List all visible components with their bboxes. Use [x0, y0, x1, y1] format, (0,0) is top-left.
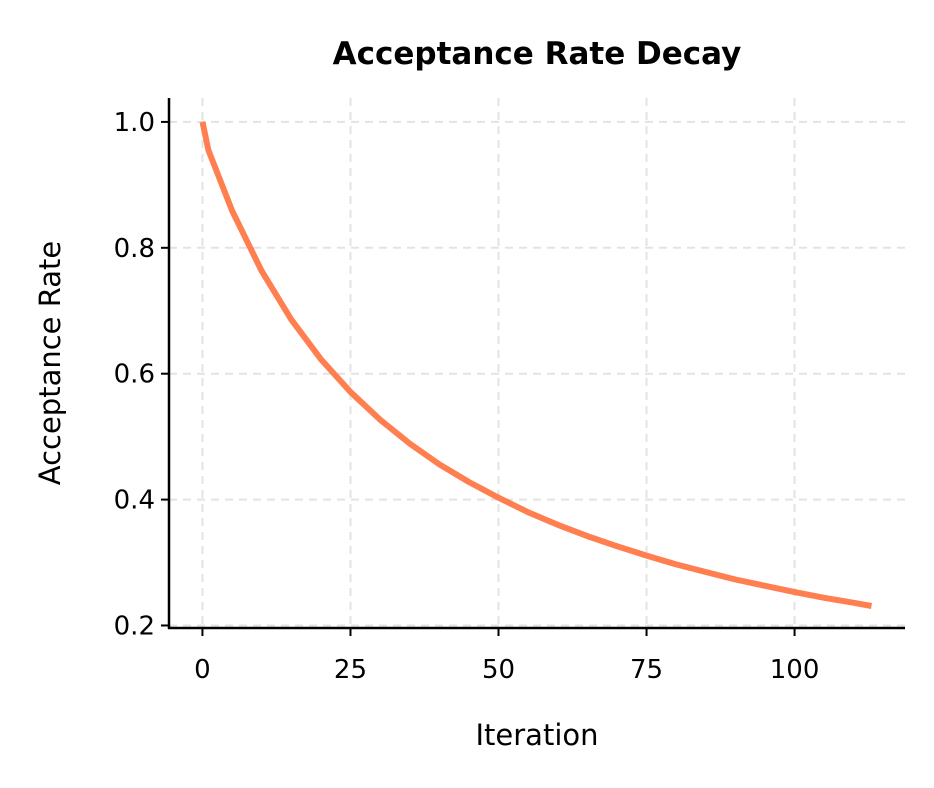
- x-tick-label: 0: [194, 655, 211, 685]
- chart-title: Acceptance Rate Decay: [333, 36, 742, 72]
- x-tick-label: 75: [630, 655, 663, 685]
- y-tick-label: 0.6: [114, 360, 155, 390]
- y-tick-label: 0.8: [114, 234, 155, 264]
- x-tick-label: 50: [482, 655, 515, 685]
- x-tick-label: 25: [334, 655, 367, 685]
- y-tick-label: 1.0: [114, 108, 155, 138]
- y-tick-label: 0.2: [114, 611, 155, 641]
- acceptance-rate-line: [199, 121, 873, 609]
- x-tick-label: 100: [770, 655, 820, 685]
- y-tick-label: 0.4: [114, 486, 155, 516]
- y-axis-label: Acceptance Rate: [33, 241, 67, 486]
- x-axis-label: Iteration: [475, 718, 598, 752]
